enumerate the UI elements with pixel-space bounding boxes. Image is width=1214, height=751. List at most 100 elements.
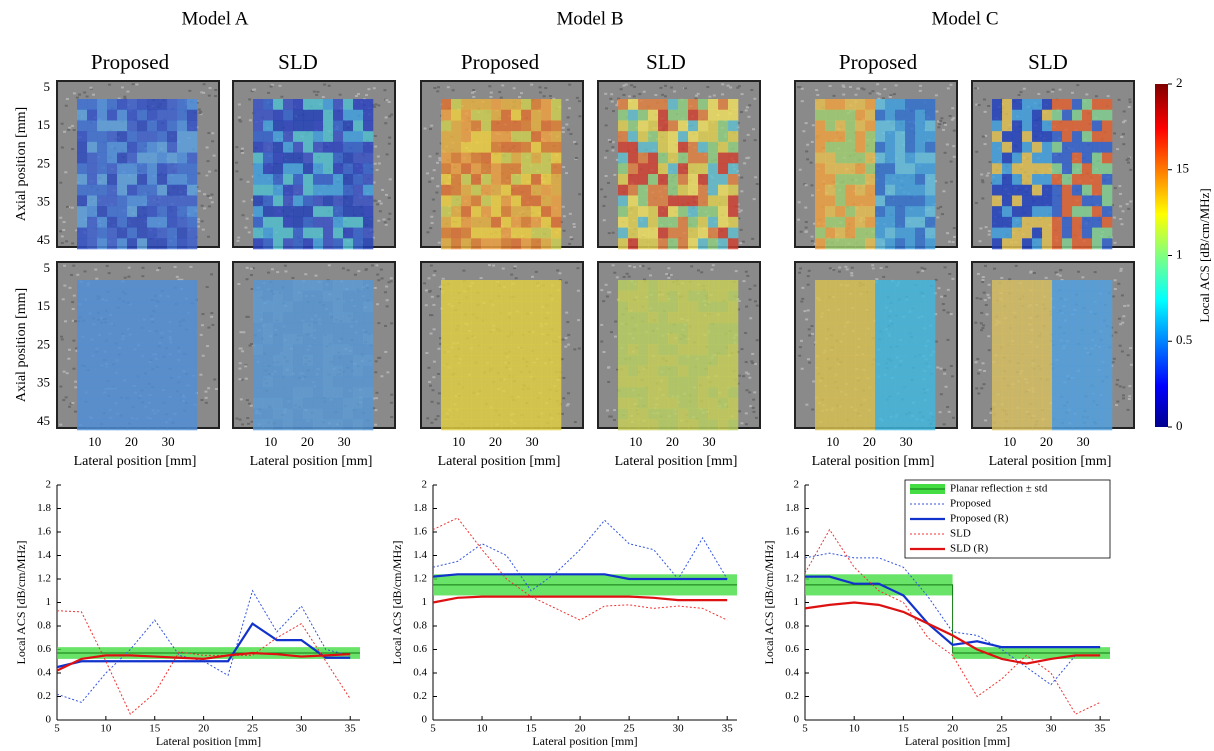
speckle bbox=[1116, 379, 1119, 381]
overlay-cell bbox=[157, 387, 167, 398]
overlay-cell bbox=[303, 409, 313, 420]
overlay-cell bbox=[491, 398, 501, 409]
overlay-cell bbox=[628, 334, 638, 345]
overlay-cell bbox=[441, 280, 451, 291]
speckle bbox=[1122, 397, 1125, 399]
speckle bbox=[428, 155, 431, 157]
overlay-cell bbox=[541, 153, 551, 164]
speckle bbox=[806, 144, 809, 146]
speckle bbox=[936, 216, 939, 218]
speckle bbox=[939, 368, 942, 370]
overlay-cell bbox=[551, 174, 561, 185]
overlay-cell bbox=[992, 185, 1002, 196]
speckle bbox=[747, 116, 750, 118]
speckle bbox=[565, 282, 568, 284]
speckle bbox=[844, 266, 847, 268]
speckle bbox=[246, 278, 249, 280]
overlay-cell bbox=[353, 398, 363, 409]
overlay-cell bbox=[658, 376, 668, 387]
speckle bbox=[754, 139, 757, 141]
overlay-cell bbox=[511, 110, 521, 121]
speckle bbox=[1117, 283, 1120, 285]
speckle bbox=[374, 287, 377, 289]
overlay-cell bbox=[481, 228, 491, 239]
speckle bbox=[605, 284, 608, 286]
overlay-cell bbox=[273, 387, 283, 398]
overlay-cell bbox=[167, 334, 177, 345]
overlay-cell bbox=[638, 206, 648, 217]
overlay-cell bbox=[855, 174, 865, 185]
overlay-cell bbox=[501, 398, 511, 409]
overlay-cell bbox=[718, 228, 728, 239]
speckle bbox=[754, 176, 757, 178]
overlay-cell bbox=[915, 110, 925, 121]
overlay-cell bbox=[87, 185, 97, 196]
overlay-cell bbox=[323, 355, 333, 366]
overlay-cell bbox=[925, 344, 935, 355]
overlay-cell bbox=[638, 312, 648, 323]
overlay-cell bbox=[915, 228, 925, 239]
speckle bbox=[437, 415, 440, 417]
overlay-cell bbox=[107, 409, 117, 420]
speckle bbox=[987, 105, 990, 107]
speckle bbox=[304, 273, 307, 275]
overlay-cell bbox=[147, 238, 157, 249]
overlay-cell bbox=[461, 206, 471, 217]
overlay-cell bbox=[343, 163, 353, 174]
overlay-cell bbox=[177, 280, 187, 291]
overlay-cell bbox=[157, 120, 167, 131]
speckle bbox=[1129, 101, 1132, 103]
overlay-cell bbox=[1072, 131, 1082, 142]
speckle bbox=[241, 214, 244, 216]
speckle bbox=[850, 274, 853, 276]
overlay-cell bbox=[688, 120, 698, 131]
speckle bbox=[944, 295, 947, 297]
speckle bbox=[315, 94, 318, 96]
overlay-cell bbox=[521, 120, 531, 131]
overlay-cell bbox=[865, 355, 875, 366]
overlay-cell bbox=[1012, 206, 1022, 217]
speckle bbox=[605, 124, 608, 126]
overlay-cell bbox=[127, 419, 137, 430]
overlay-cell bbox=[708, 206, 718, 217]
overlay-cell bbox=[481, 142, 491, 153]
overlay-cell bbox=[815, 312, 825, 323]
speckle bbox=[515, 277, 518, 279]
speckle bbox=[608, 232, 611, 234]
speckle bbox=[92, 94, 95, 96]
overlay-cell bbox=[1082, 174, 1092, 185]
overlay-cell bbox=[283, 323, 293, 334]
overlay-cell bbox=[273, 355, 283, 366]
overlay-cell bbox=[885, 419, 895, 430]
speckle bbox=[798, 355, 801, 357]
overlay-cell bbox=[668, 366, 678, 377]
overlay-cell bbox=[117, 131, 127, 142]
overlay-cell bbox=[273, 206, 283, 217]
overlay-cell bbox=[333, 99, 343, 110]
overlay-cell bbox=[353, 344, 363, 355]
overlay-cell bbox=[668, 387, 678, 398]
overlay-cell bbox=[87, 110, 97, 121]
overlay-cell bbox=[253, 419, 263, 430]
overlay-cell bbox=[481, 153, 491, 164]
speckle bbox=[438, 392, 441, 394]
overlay-cell bbox=[283, 217, 293, 228]
overlay-cell bbox=[718, 131, 728, 142]
overlay-cell bbox=[708, 120, 718, 131]
overlay-cell bbox=[471, 366, 481, 377]
overlay-cell bbox=[333, 376, 343, 387]
overlay-cell bbox=[531, 131, 541, 142]
overlay-cell bbox=[167, 355, 177, 366]
speckle bbox=[643, 91, 646, 93]
speckle bbox=[1129, 347, 1132, 349]
overlay-cell bbox=[618, 323, 628, 334]
speckle bbox=[613, 419, 616, 421]
speckle bbox=[365, 94, 368, 96]
overlay-cell bbox=[815, 238, 825, 249]
overlay-cell bbox=[253, 355, 263, 366]
overlay-cell bbox=[303, 344, 313, 355]
overlay-cell bbox=[501, 131, 511, 142]
overlay-cell bbox=[825, 334, 835, 345]
overlay-cell bbox=[668, 110, 678, 121]
speckle bbox=[805, 221, 808, 223]
